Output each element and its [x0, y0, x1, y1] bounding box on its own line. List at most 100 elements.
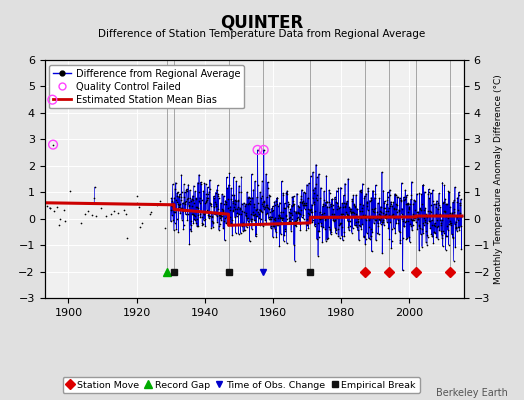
- Point: [282, 240, 291, 246]
- Point: [244, 217, 252, 224]
- Point: [339, 211, 347, 217]
- Point: [260, 206, 268, 212]
- Point: [211, 189, 220, 196]
- Point: [399, 235, 407, 241]
- Point: [296, 226, 304, 233]
- Point: [138, 220, 146, 226]
- Point: [228, 200, 237, 207]
- Point: [183, 188, 191, 194]
- Point: [205, 188, 213, 195]
- Point: [320, 197, 329, 203]
- Point: [237, 189, 245, 196]
- Point: [282, 216, 291, 222]
- Point: [219, 206, 227, 213]
- Point: [367, 233, 375, 240]
- Point: [271, 226, 279, 232]
- Point: [327, 203, 335, 210]
- Point: [90, 194, 98, 201]
- Point: [424, 208, 432, 214]
- Point: [343, 212, 352, 218]
- Point: [405, 204, 413, 210]
- Point: [220, 218, 228, 224]
- Point: [277, 215, 286, 222]
- Point: [194, 223, 202, 230]
- Point: [122, 211, 130, 218]
- Point: [429, 187, 437, 193]
- Point: [208, 212, 216, 219]
- Point: [357, 207, 366, 214]
- Point: [212, 213, 221, 219]
- Point: [134, 204, 143, 210]
- Point: [222, 220, 230, 227]
- Point: [279, 192, 288, 198]
- Point: [198, 220, 206, 227]
- Point: [404, 200, 412, 206]
- Point: [287, 209, 295, 216]
- Point: [206, 200, 215, 206]
- Point: [222, 199, 230, 206]
- Point: [178, 204, 187, 211]
- Point: [365, 224, 374, 231]
- Point: [331, 217, 340, 224]
- Point: [265, 206, 274, 212]
- Point: [254, 200, 263, 206]
- Point: [200, 210, 208, 217]
- Point: [234, 197, 243, 203]
- Point: [46, 205, 54, 211]
- Point: [346, 218, 354, 224]
- Point: [370, 205, 379, 212]
- Point: [347, 208, 356, 215]
- Point: [379, 219, 387, 225]
- Point: [286, 210, 294, 216]
- Point: [292, 208, 300, 215]
- Point: [396, 229, 404, 235]
- Point: [366, 215, 375, 222]
- Point: [450, 209, 458, 216]
- Point: [345, 204, 354, 210]
- Point: [306, 219, 314, 225]
- Point: [303, 210, 312, 216]
- Point: [205, 215, 213, 221]
- Point: [295, 216, 303, 222]
- Point: [190, 216, 199, 222]
- Point: [305, 207, 314, 214]
- Point: [356, 188, 364, 194]
- Point: [294, 202, 303, 209]
- Point: [418, 220, 427, 226]
- Point: [452, 225, 461, 231]
- Point: [193, 223, 201, 230]
- Point: [208, 210, 216, 216]
- Point: [449, 258, 457, 264]
- Point: [365, 215, 374, 221]
- Point: [413, 214, 421, 220]
- Point: [242, 201, 250, 207]
- Point: [276, 219, 285, 225]
- Point: [262, 171, 270, 177]
- Point: [266, 209, 274, 216]
- Point: [256, 216, 265, 222]
- Point: [350, 210, 358, 216]
- Point: [345, 227, 353, 233]
- Point: [92, 212, 100, 219]
- Point: [438, 179, 446, 186]
- Point: [181, 199, 189, 206]
- Point: [406, 220, 414, 227]
- Point: [431, 220, 439, 227]
- Point: [337, 211, 345, 217]
- Point: [282, 213, 290, 219]
- Point: [310, 199, 319, 206]
- Point: [239, 200, 248, 206]
- Point: [408, 227, 416, 234]
- Point: [308, 213, 316, 219]
- Point: [350, 202, 358, 208]
- Point: [247, 171, 256, 177]
- Point: [280, 232, 288, 238]
- Point: [394, 213, 402, 220]
- Point: [216, 213, 225, 219]
- Point: [193, 204, 202, 211]
- Point: [442, 213, 451, 220]
- Point: [273, 194, 281, 201]
- Point: [172, 225, 180, 232]
- Point: [194, 189, 203, 196]
- Point: [355, 201, 364, 207]
